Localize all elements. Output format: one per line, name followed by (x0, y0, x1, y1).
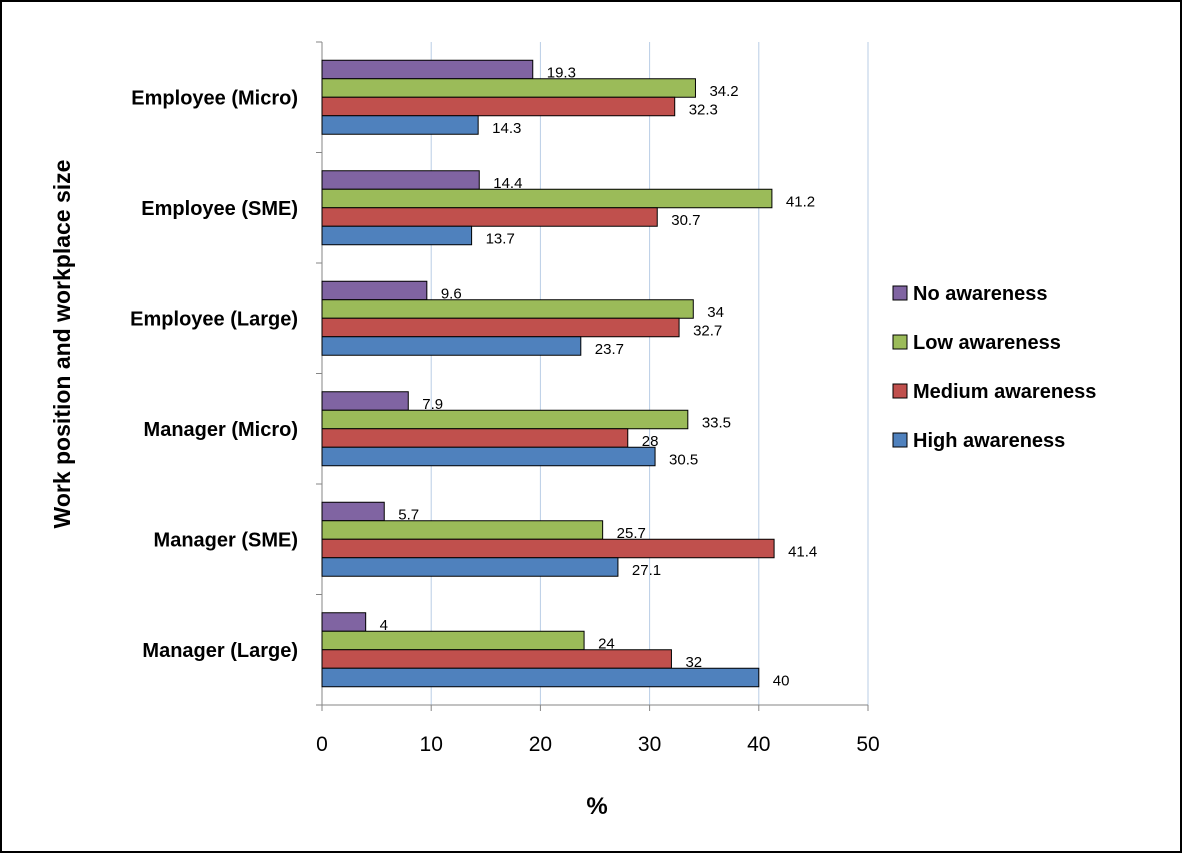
bar-value-label: 30.5 (669, 452, 698, 469)
bar (321, 667, 760, 688)
bar (321, 299, 694, 319)
legend-label: No awareness (913, 283, 1048, 305)
bar (321, 428, 629, 448)
bar-value-label: 34.2 (709, 83, 738, 100)
bar-value-label: 25.7 (617, 525, 646, 542)
bar-value-label: 19.3 (547, 65, 576, 82)
x-axis-title: % (586, 793, 607, 820)
bar (321, 188, 773, 209)
bars (321, 59, 775, 688)
bar (321, 446, 656, 467)
bar (321, 391, 409, 411)
category-label: Employee (Large) (130, 308, 298, 330)
category-labels: Employee (Micro) Employee (SME) Employee (… (130, 87, 298, 662)
legend-label: Medium awareness (913, 381, 1096, 403)
bar-value-label: 34 (707, 304, 724, 321)
bar (321, 557, 619, 577)
bar-value-label: 41.4 (788, 544, 817, 561)
bar (321, 170, 480, 190)
bar (321, 317, 680, 338)
x-tick-label: 40 (747, 733, 770, 756)
legend: No awareness Low awareness Medium awarenes… (892, 283, 1096, 452)
bar-value-label: 4 (380, 617, 388, 634)
x-tick-label: 50 (856, 733, 879, 756)
legend-swatch (892, 432, 908, 448)
bar (321, 115, 479, 135)
category-label: Employee (SME) (141, 198, 298, 220)
bar (321, 336, 582, 356)
bar (321, 280, 428, 301)
bar-value-label: 41.2 (786, 194, 815, 211)
legend-swatch (892, 334, 908, 350)
bar (321, 409, 689, 430)
category-label: Employee (Micro) (131, 87, 298, 109)
bar-value-label: 28 (642, 433, 659, 450)
bar-value-label: 32.3 (689, 102, 718, 119)
bar-value-label: 14.3 (492, 120, 521, 137)
bar-value-label: 32.7 (693, 323, 722, 340)
bar (321, 520, 604, 540)
y-axis-title: Work position and workplace size (49, 160, 75, 529)
bar (321, 78, 696, 98)
bar-value-label: 32 (685, 654, 702, 671)
bar-value-label: 9.6 (441, 286, 462, 303)
bar (321, 96, 676, 117)
category-label: Manager (Micro) (144, 419, 298, 441)
bar-value-label: 27.1 (632, 562, 661, 579)
bar-value-label: 40 (773, 673, 790, 690)
bar-value-label: 7.9 (422, 396, 443, 413)
legend-label: High awareness (913, 430, 1065, 452)
x-tick-labels: 0 10 20 30 40 50 (316, 733, 880, 756)
bar-value-label: 13.7 (486, 231, 515, 248)
x-tick-label: 20 (529, 733, 552, 756)
bar (321, 649, 672, 669)
legend-swatch (892, 383, 908, 399)
bar-value-label: 5.7 (398, 507, 419, 524)
bar-value-label: 33.5 (702, 415, 731, 432)
bar (321, 612, 367, 632)
bar-value-label: 24 (598, 636, 615, 653)
bar-value-label: 23.7 (595, 341, 624, 358)
bar (321, 225, 473, 246)
category-label: Manager (SME) (154, 529, 298, 551)
bar (321, 501, 385, 522)
bar (321, 59, 534, 80)
bar (321, 538, 775, 559)
axes (316, 41, 869, 711)
data-labels: 19.3 34.2 32.3 14.3 14.4 41.2 30.7 13.7 9.6 34 32.… (380, 65, 818, 690)
bar-value-label: 14.4 (493, 175, 522, 192)
x-tick-label: 30 (638, 733, 661, 756)
gridlines (430, 42, 869, 705)
bar (321, 630, 585, 651)
category-label: Manager (Large) (142, 640, 298, 662)
bar-value-label: 30.7 (671, 212, 700, 229)
legend-swatch (892, 285, 908, 301)
x-tick-label: 0 (316, 733, 328, 756)
legend-label: Low awareness (913, 332, 1061, 354)
bar (321, 207, 658, 227)
x-tick-label: 10 (420, 733, 443, 756)
